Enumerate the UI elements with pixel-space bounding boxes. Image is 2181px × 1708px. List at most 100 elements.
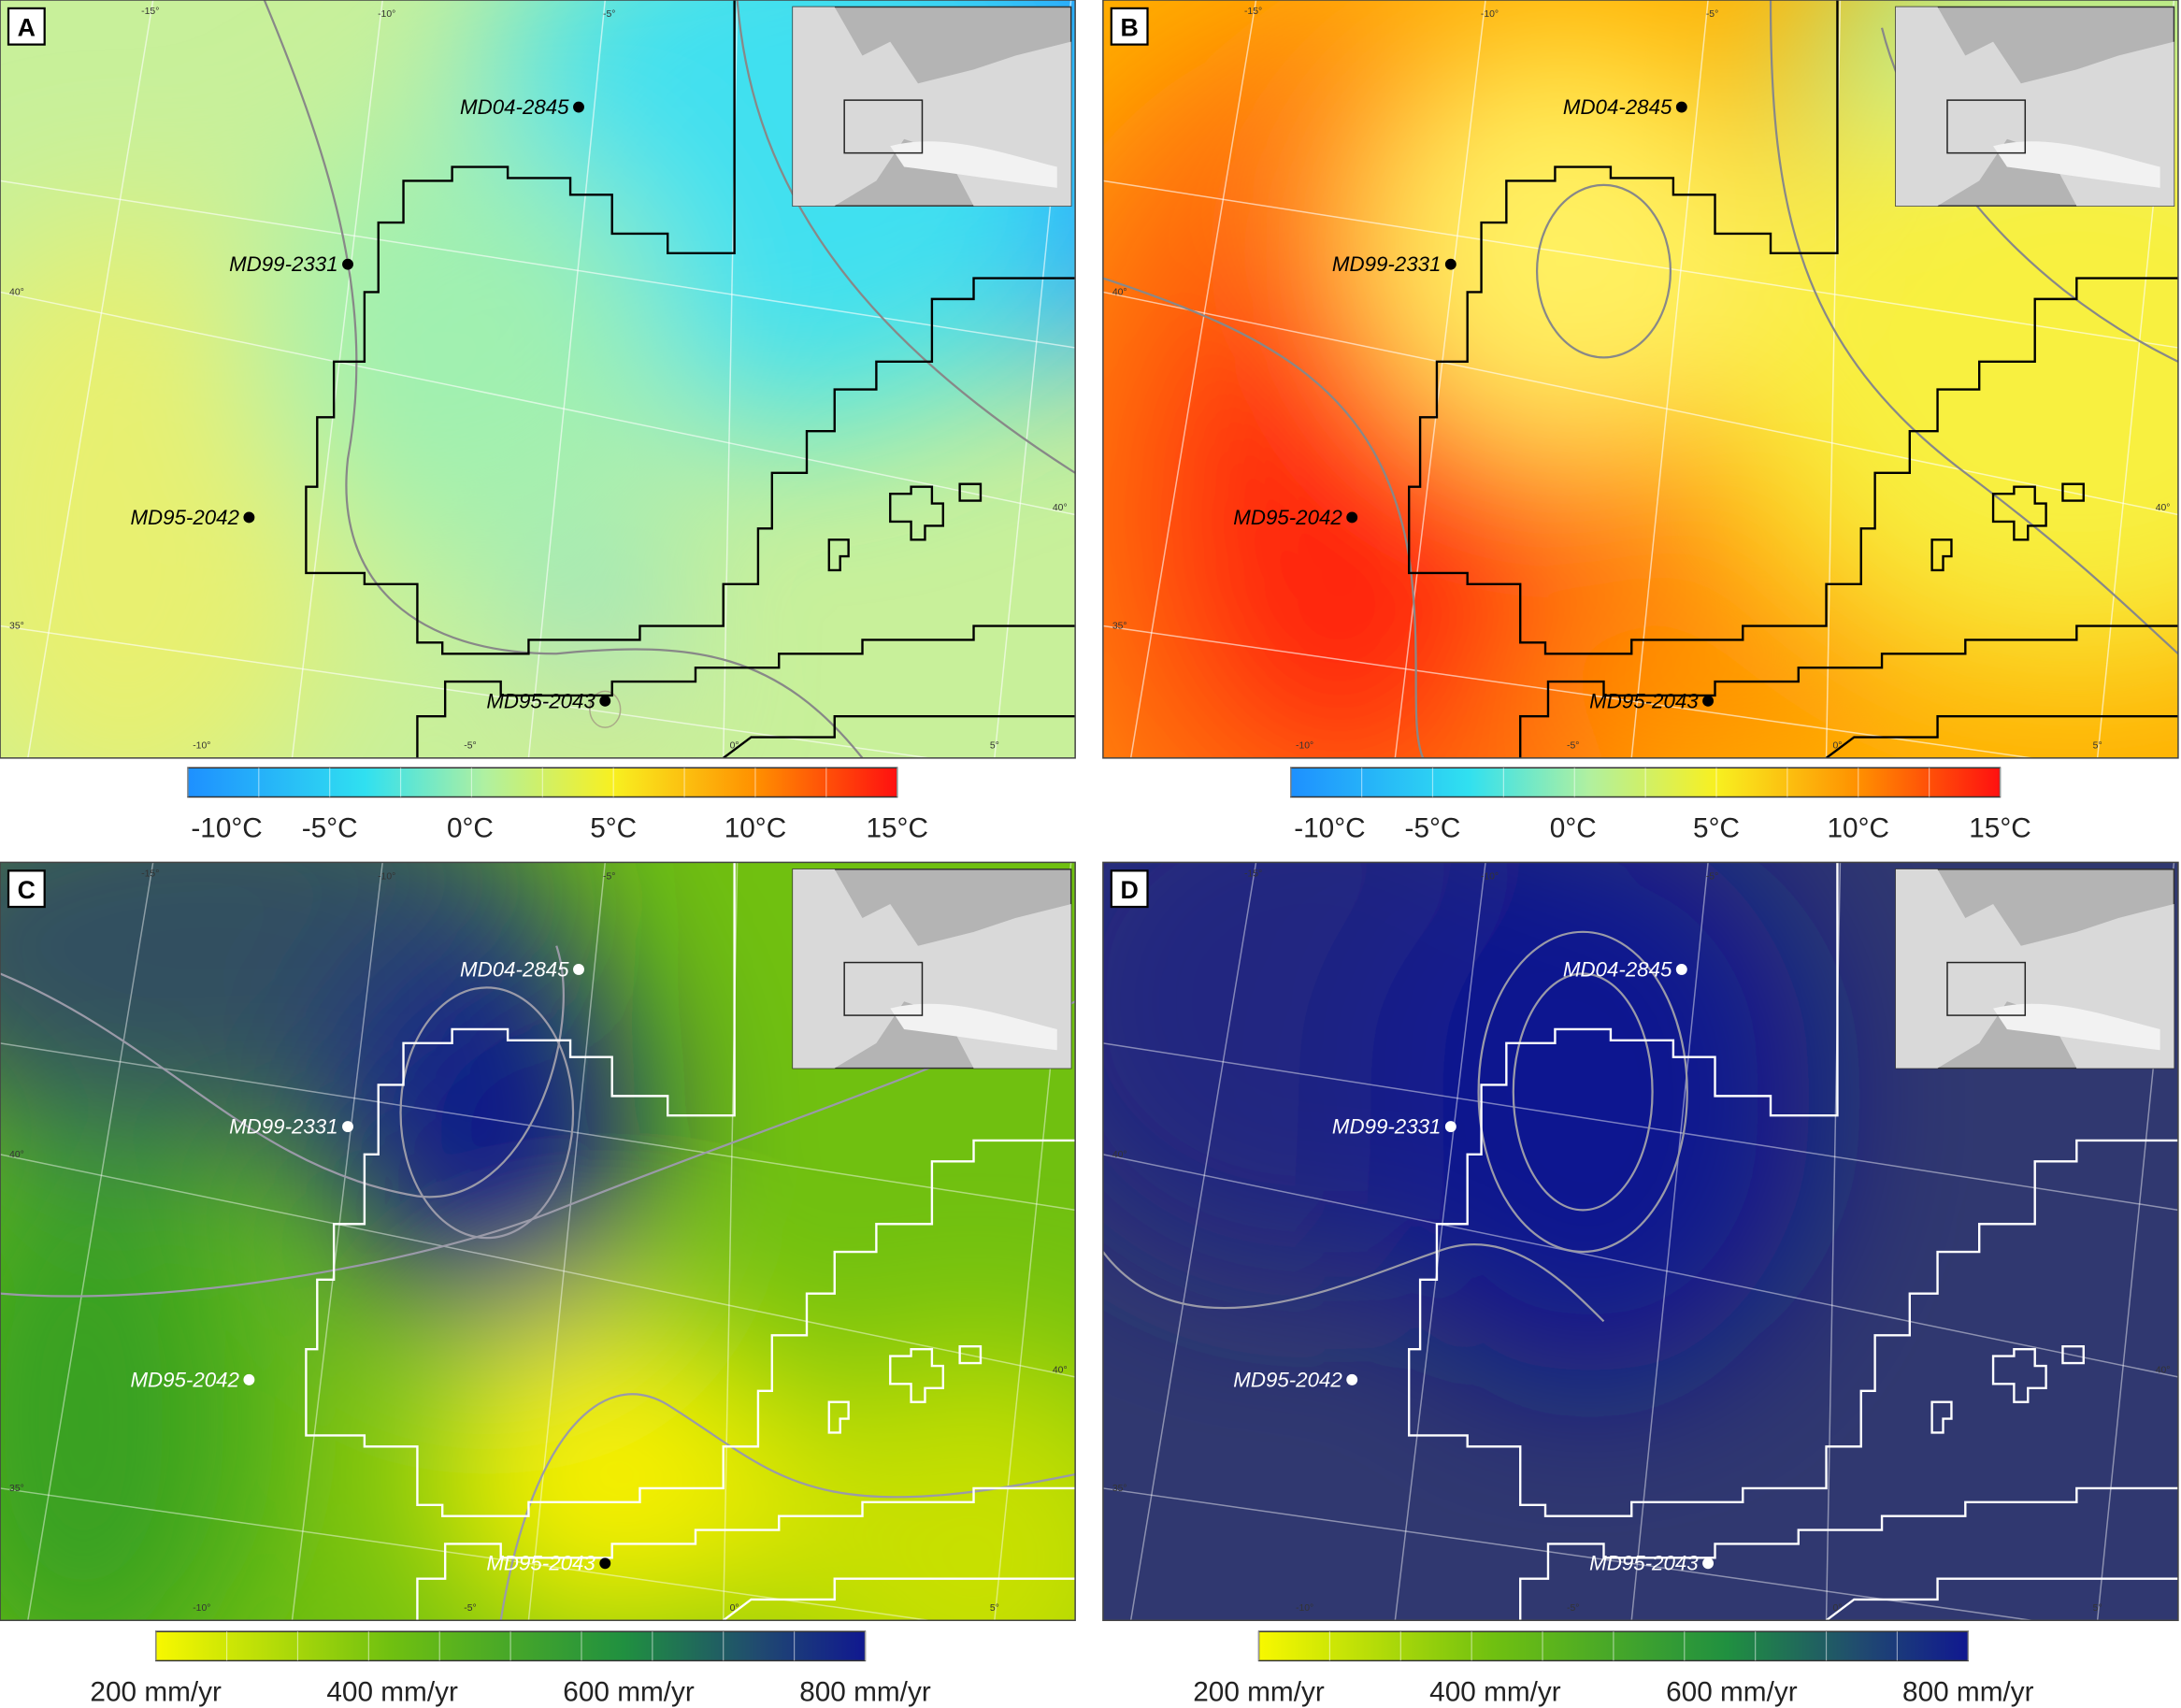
graticule-label: -15° — [1244, 868, 1262, 879]
graticule-label: 35° — [9, 621, 24, 631]
inset-box — [1946, 99, 2027, 154]
graticule-label: 5° — [2093, 1603, 2102, 1614]
graticule-label: 40° — [9, 1150, 24, 1160]
graticule-line — [1102, 624, 2037, 758]
panel-letter: D — [1120, 876, 1138, 904]
core-site-label: MD04-2845 — [460, 957, 569, 981]
core-site-label: MD99-2331 — [229, 1115, 338, 1139]
core-site-label: MD95-2042 — [1233, 1368, 1342, 1391]
core-site — [1444, 258, 1456, 270]
graticule-label: 40° — [2156, 503, 2171, 513]
graticule-label: 40° — [1112, 1150, 1127, 1160]
graticule-line — [1102, 1487, 2037, 1621]
colorbar-label: -5°C — [1405, 813, 1461, 844]
model-domain-outline — [1930, 1400, 1953, 1434]
map-field — [1102, 862, 2178, 1621]
graticule-line — [27, 0, 154, 758]
graticule-label: -15° — [141, 7, 159, 17]
graticule-line — [1102, 1042, 2178, 1212]
core-site-label: MD99-2331 — [1332, 252, 1442, 276]
graticule-line — [27, 862, 154, 1621]
core-site-label: MD95-2042 — [1233, 506, 1342, 529]
isoline — [1477, 930, 1688, 1254]
panel-letter-box — [7, 869, 46, 909]
model-domain-outline — [889, 485, 944, 541]
graticule-line — [0, 1487, 934, 1621]
core-site — [573, 101, 584, 113]
core-site — [1346, 1373, 1358, 1385]
core-site — [1702, 1557, 1715, 1570]
model-domain-outline — [2061, 482, 2085, 502]
core-site — [243, 1373, 255, 1385]
model-domain-outline — [1991, 485, 2047, 541]
model-domain-outline — [723, 715, 1076, 758]
colorbar-label: 200 mm/yr — [1193, 1677, 1325, 1708]
colorbar-label: 0°C — [447, 813, 494, 844]
core-site — [342, 1121, 353, 1133]
panel-frame — [0, 861, 1076, 1622]
model-domain-outline — [1408, 862, 2178, 1517]
colorbar-label: 0°C — [1550, 813, 1597, 844]
graticule-label: -5° — [603, 871, 615, 882]
panel-letter-box — [7, 7, 46, 46]
map-panel: A -15° -10° -5° 40° 35° -10° -5° 0° 5° 40° MD04-284… — [0, 0, 1076, 844]
graticule-line — [0, 179, 1076, 349]
graticule-label: 0° — [1832, 740, 1842, 751]
graticule-line — [291, 862, 383, 1621]
graticule-line — [1129, 0, 1257, 758]
isoline — [1102, 277, 1425, 758]
model-domain-outline — [958, 1344, 983, 1365]
colorbar-label: 600 mm/yr — [1666, 1677, 1798, 1708]
core-site-label: MD04-2845 — [1563, 957, 1672, 981]
core-site — [599, 1557, 611, 1570]
model-domain-outline — [1408, 0, 2178, 655]
panel-letter-box — [1110, 7, 1149, 46]
colorbar-label: 800 mm/yr — [799, 1677, 931, 1708]
core-site — [1675, 964, 1687, 975]
isoline — [1769, 0, 2178, 655]
panel-letter-box — [1110, 869, 1149, 909]
field-blob — [556, 667, 640, 752]
inset-box — [843, 961, 924, 1016]
colorbar-label: 10°C — [725, 813, 786, 844]
graticule-label: -10° — [1481, 9, 1499, 20]
graticule-label: -5° — [1706, 871, 1718, 882]
graticule-line — [1102, 1154, 2178, 1378]
colorbar-label: 15°C — [866, 813, 927, 844]
graticule-label: -10° — [378, 871, 395, 882]
graticule-label: 40° — [1053, 1365, 1068, 1375]
isoline — [589, 690, 622, 728]
graticule-label: -10° — [193, 1603, 210, 1614]
inset-sea — [890, 141, 1057, 188]
field-blobs — [0, 862, 1076, 1621]
field-blob — [0, 222, 335, 758]
colorbar-label: 5°C — [1693, 813, 1740, 844]
inset-sea — [890, 1003, 1057, 1051]
model-domain-outline — [1825, 1577, 2178, 1621]
core-site-label: MD95-2043 — [1589, 1552, 1699, 1575]
field-blob — [250, 138, 668, 557]
graticule-label: 0° — [730, 740, 739, 751]
panel-frame — [1102, 861, 2179, 1622]
model-domain-outline — [723, 1577, 1076, 1621]
graticule-label: -10° — [1296, 1603, 1313, 1614]
graticule-label: 40° — [2156, 1365, 2171, 1375]
graticule-label: -5° — [603, 9, 615, 20]
model-domain-outline — [827, 538, 850, 572]
colorbar-label: -5°C — [302, 813, 358, 844]
graticule-label: -15° — [1244, 7, 1262, 17]
inset-sea — [1993, 141, 2160, 188]
map-panel: D -15° -10° -5° 40° 35° -10° -5° 0° 5° 40° MD04-284… — [1102, 861, 2179, 1708]
core-site-label: MD04-2845 — [1563, 95, 1672, 119]
graticule-line — [0, 291, 1076, 516]
graticule-label: 40° — [1112, 287, 1127, 297]
graticule-label: -10° — [1296, 740, 1313, 751]
isoline — [736, 0, 1076, 474]
colorbar-label: 400 mm/yr — [1429, 1677, 1561, 1708]
field-blobs — [1102, 862, 1813, 1377]
core-site-label: MD95-2042 — [130, 506, 239, 529]
graticule-label: -5° — [464, 1603, 476, 1614]
core-site-label: MD95-2042 — [130, 1368, 239, 1391]
core-site-label: MD04-2845 — [460, 95, 569, 119]
graticule-line — [0, 624, 934, 758]
